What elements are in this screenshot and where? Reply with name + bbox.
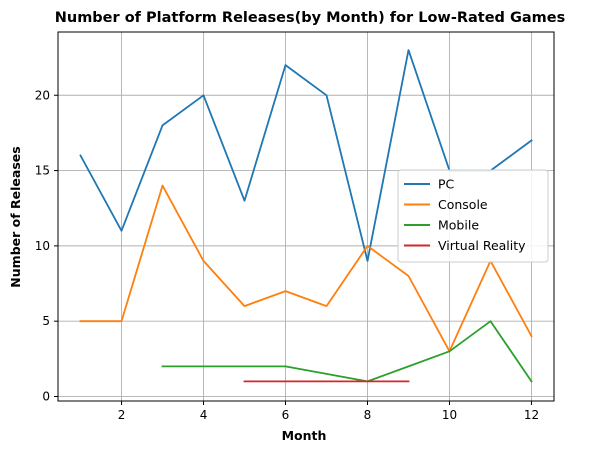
y-tick-label: 10 bbox=[35, 239, 50, 253]
y-tick-label: 20 bbox=[35, 88, 50, 102]
y-axis-label: Number of Releases bbox=[8, 146, 23, 287]
legend: PC Console Mobile Virtual Reality bbox=[397, 169, 549, 263]
legend-label-pc: PC bbox=[438, 177, 455, 192]
x-tick-label: 8 bbox=[364, 408, 372, 422]
y-tick-label: 15 bbox=[35, 164, 50, 178]
plot-frame bbox=[57, 31, 555, 402]
series-line-console bbox=[79, 184, 533, 353]
legend-label-mobile: Mobile bbox=[438, 218, 479, 233]
x-tick-label: 10 bbox=[442, 408, 457, 422]
y-tick-label: 5 bbox=[42, 314, 50, 328]
x-tick-label: 12 bbox=[524, 408, 539, 422]
x-axis-label: Month bbox=[282, 428, 327, 443]
y-tick-label: 0 bbox=[42, 389, 50, 403]
legend-box bbox=[397, 169, 549, 263]
x-tick-label: 2 bbox=[118, 408, 126, 422]
series-line-mobile bbox=[161, 320, 533, 383]
chart-title: Number of Platform Releases(by Month) fo… bbox=[55, 10, 566, 26]
x-tick-label: 6 bbox=[282, 408, 290, 422]
legend-label-virtual-reality: Virtual Reality bbox=[438, 238, 526, 253]
legend-label-console: Console bbox=[438, 197, 488, 212]
x-tick-label: 4 bbox=[200, 408, 208, 422]
axis-ticks: 2 4 6 8 10 12 0 5 10 15 20 bbox=[35, 88, 539, 422]
